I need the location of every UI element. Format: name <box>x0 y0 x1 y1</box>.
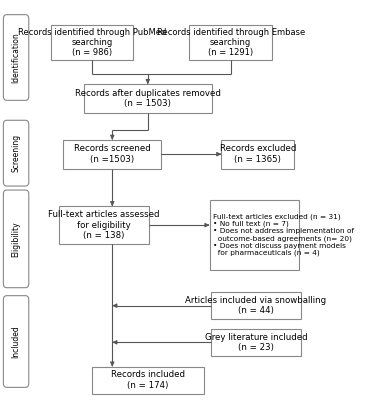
Text: Screening: Screening <box>12 134 21 172</box>
Text: Records identified through Embase
searching
(n = 1291): Records identified through Embase search… <box>157 28 305 58</box>
FancyBboxPatch shape <box>3 120 29 186</box>
FancyBboxPatch shape <box>59 206 149 244</box>
Text: Grey literature included
(n = 23): Grey literature included (n = 23) <box>205 333 307 352</box>
Text: Full-text articles excluded (n = 31)
• No full text (n = 7)
• Does not address i: Full-text articles excluded (n = 31) • N… <box>213 213 354 256</box>
Text: Records included
(n = 174): Records included (n = 174) <box>111 370 185 390</box>
FancyBboxPatch shape <box>211 329 301 356</box>
Text: Eligibility: Eligibility <box>12 221 21 257</box>
FancyBboxPatch shape <box>221 140 294 168</box>
Text: Included: Included <box>12 325 21 358</box>
FancyBboxPatch shape <box>3 15 29 100</box>
FancyBboxPatch shape <box>92 367 204 394</box>
Text: Articles included via snowballing
(n = 44): Articles included via snowballing (n = 4… <box>185 296 327 315</box>
FancyBboxPatch shape <box>51 25 134 60</box>
Text: Records excluded
(n = 1365): Records excluded (n = 1365) <box>220 144 296 164</box>
FancyBboxPatch shape <box>211 292 301 319</box>
Text: Records after duplicates removed
(n = 1503): Records after duplicates removed (n = 15… <box>75 89 221 108</box>
Text: Full-text articles assessed
for eligibility
(n = 138): Full-text articles assessed for eligibil… <box>48 210 160 240</box>
FancyBboxPatch shape <box>3 296 29 387</box>
FancyBboxPatch shape <box>210 200 299 270</box>
Text: Identification: Identification <box>12 32 21 83</box>
FancyBboxPatch shape <box>63 140 162 168</box>
FancyBboxPatch shape <box>189 25 272 60</box>
Text: Records screened
(n =1503): Records screened (n =1503) <box>74 144 151 164</box>
Text: Records identified through PubMed
searching
(n = 986): Records identified through PubMed search… <box>18 28 166 58</box>
FancyBboxPatch shape <box>3 190 29 288</box>
FancyBboxPatch shape <box>84 84 212 113</box>
